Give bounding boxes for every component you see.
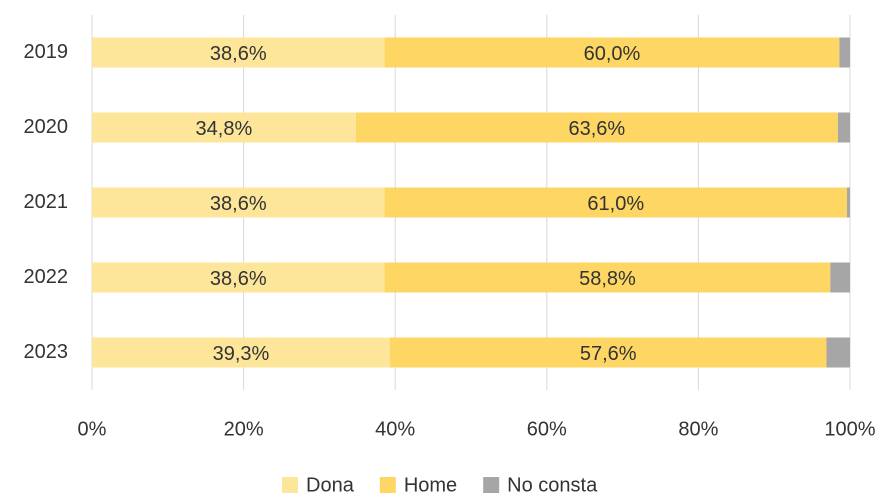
- bar-segment: [92, 112, 356, 143]
- data-label: 58,8%: [579, 268, 636, 290]
- bar-segment: [830, 262, 850, 293]
- legend-swatch: [282, 477, 298, 493]
- bar-segment: [92, 337, 390, 368]
- legend-label: Home: [404, 474, 457, 495]
- x-tick-label: 0%: [78, 418, 107, 440]
- legend-label: Dona: [306, 474, 355, 495]
- data-label: 61,0%: [587, 193, 644, 215]
- data-label: 39,3%: [213, 343, 270, 365]
- data-label: 38,6%: [210, 268, 267, 290]
- bar-segment: [92, 37, 385, 68]
- x-tick-label: 100%: [824, 418, 875, 440]
- y-tick-label: 2019: [24, 41, 69, 63]
- y-tick-label: 2023: [24, 341, 69, 363]
- bar-segment: [839, 37, 850, 68]
- x-tick-label: 80%: [678, 418, 718, 440]
- legend-label: No consta: [507, 474, 598, 495]
- bar-segment: [846, 187, 850, 218]
- y-tick-label: 2021: [24, 191, 69, 213]
- data-label: 63,6%: [568, 118, 625, 140]
- bar-segment: [92, 187, 385, 218]
- bar-segment: [355, 112, 838, 143]
- x-tick-label: 40%: [375, 418, 415, 440]
- legend-swatch: [483, 477, 500, 493]
- data-label: 34,8%: [196, 118, 253, 140]
- bar-segment: [826, 337, 850, 368]
- data-label: 38,6%: [210, 193, 267, 215]
- data-label: 57,6%: [580, 343, 637, 365]
- legend-swatch: [379, 477, 396, 493]
- bar-segment: [92, 262, 385, 293]
- x-tick-label: 20%: [224, 418, 264, 440]
- y-tick-label: 2020: [24, 116, 69, 138]
- bar-segment: [837, 112, 850, 143]
- data-label: 38,6%: [210, 43, 267, 65]
- bar-segment: [384, 37, 840, 68]
- bar-segment: [389, 337, 827, 368]
- bar-segment: [384, 262, 831, 293]
- y-tick-label: 2022: [24, 266, 69, 288]
- x-tick-label: 60%: [527, 418, 567, 440]
- bar-segment: [384, 187, 847, 218]
- data-label: 60,0%: [584, 43, 641, 65]
